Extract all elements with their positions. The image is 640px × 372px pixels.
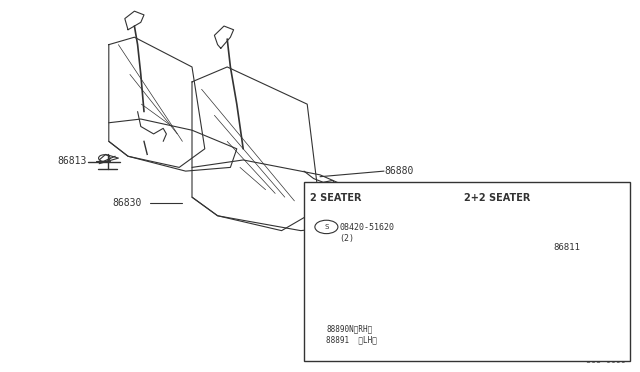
Text: 08420-51620
(2): 08420-51620 (2) bbox=[339, 223, 394, 243]
Text: S: S bbox=[324, 224, 328, 230]
Text: ^868*0099: ^868*0099 bbox=[582, 356, 627, 365]
Text: 86813: 86813 bbox=[58, 156, 87, 166]
Text: 2 SEATER: 2 SEATER bbox=[310, 193, 362, 203]
Text: 2+2 SEATER: 2+2 SEATER bbox=[464, 193, 531, 203]
Text: 86811: 86811 bbox=[554, 243, 580, 252]
Text: 86813: 86813 bbox=[397, 250, 426, 260]
Bar bbox=[304, 182, 630, 361]
Text: 88890N〈RH〉
88891  〈LH〉: 88890N〈RH〉 88891 〈LH〉 bbox=[326, 325, 377, 344]
Text: 86880: 86880 bbox=[384, 166, 413, 176]
Text: 86830: 86830 bbox=[112, 198, 141, 208]
